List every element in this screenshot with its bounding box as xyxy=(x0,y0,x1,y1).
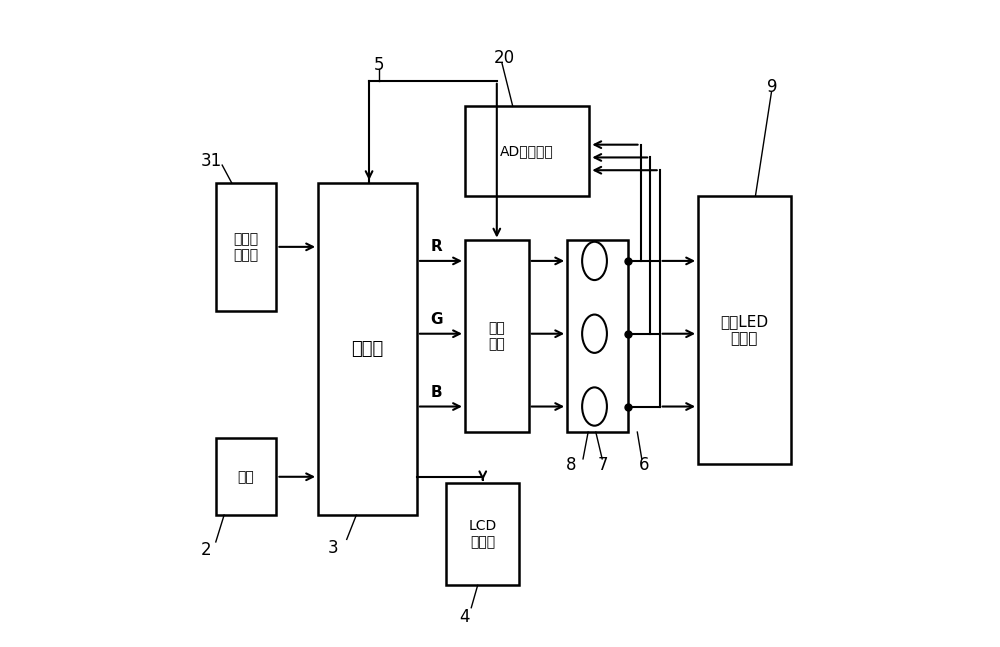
Text: 三色LED
点阵屏: 三色LED 点阵屏 xyxy=(720,314,768,346)
Text: 8: 8 xyxy=(566,456,576,474)
FancyBboxPatch shape xyxy=(216,439,276,515)
FancyBboxPatch shape xyxy=(446,483,519,586)
Text: 5: 5 xyxy=(374,56,384,74)
Text: 7: 7 xyxy=(598,456,608,474)
Text: 6: 6 xyxy=(639,456,650,474)
Text: 3: 3 xyxy=(328,540,338,557)
Text: 放大
电路: 放大 电路 xyxy=(488,321,505,351)
Text: 单片机: 单片机 xyxy=(351,340,384,358)
FancyBboxPatch shape xyxy=(318,183,417,515)
Text: AD采样电路: AD采样电路 xyxy=(500,144,554,158)
Text: 4: 4 xyxy=(459,608,470,626)
Text: 自动控
制按钮: 自动控 制按钮 xyxy=(234,232,259,262)
Text: G: G xyxy=(430,312,442,327)
Text: R: R xyxy=(430,239,442,254)
Text: 20: 20 xyxy=(494,49,515,67)
Text: 2: 2 xyxy=(201,542,212,559)
Text: B: B xyxy=(430,385,442,400)
FancyBboxPatch shape xyxy=(465,106,589,196)
Text: 电源: 电源 xyxy=(238,470,255,484)
Text: 9: 9 xyxy=(767,78,777,96)
FancyBboxPatch shape xyxy=(567,241,628,432)
FancyBboxPatch shape xyxy=(698,196,791,464)
Text: 31: 31 xyxy=(201,151,222,170)
Text: LCD
显示屏: LCD 显示屏 xyxy=(468,519,497,549)
FancyBboxPatch shape xyxy=(465,241,529,432)
FancyBboxPatch shape xyxy=(216,183,276,311)
